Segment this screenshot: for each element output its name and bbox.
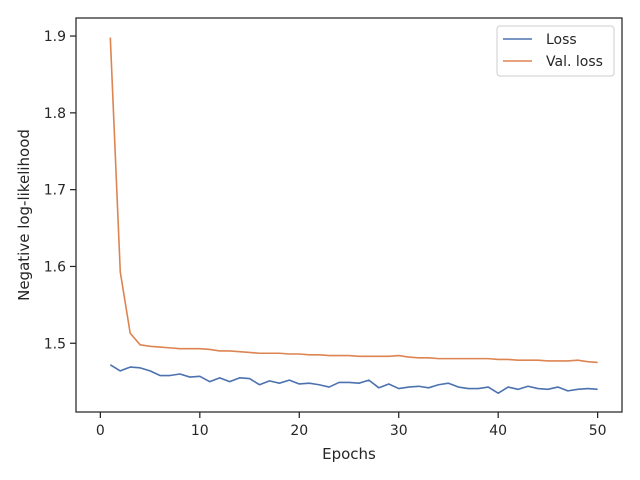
x-tick-label: 20: [290, 423, 308, 439]
plot-area: [76, 18, 622, 412]
x-tick-label: 10: [191, 423, 209, 439]
x-tick-label: 30: [390, 423, 408, 439]
y-tick-label: 1.8: [44, 106, 66, 122]
y-tick-label: 1.9: [44, 29, 66, 45]
y-tick-label: 1.6: [44, 259, 66, 275]
x-tick-label: 0: [96, 423, 105, 439]
legend-label-loss: Loss: [546, 32, 577, 48]
y-axis-ticks: 1.5 1.6 1.7 1.8 1.9: [44, 29, 76, 352]
plot-frame: [75, 17, 623, 413]
x-axis-ticks: 0 10 20 30 40 50: [96, 412, 607, 439]
x-axis-label: Epochs: [322, 445, 376, 463]
y-tick-label: 1.5: [44, 336, 66, 352]
legend-label-val-loss: Val. loss: [546, 54, 603, 70]
series-line-1: [109, 37, 598, 364]
y-axis-label: Negative log-likelihood: [15, 129, 33, 301]
series-layer: [109, 37, 598, 394]
x-tick-label: 40: [489, 423, 507, 439]
series-line-0: [109, 364, 598, 394]
y-tick-label: 1.7: [44, 183, 66, 199]
legend: Loss Val. loss: [496, 25, 615, 77]
x-tick-label: 50: [589, 423, 607, 439]
